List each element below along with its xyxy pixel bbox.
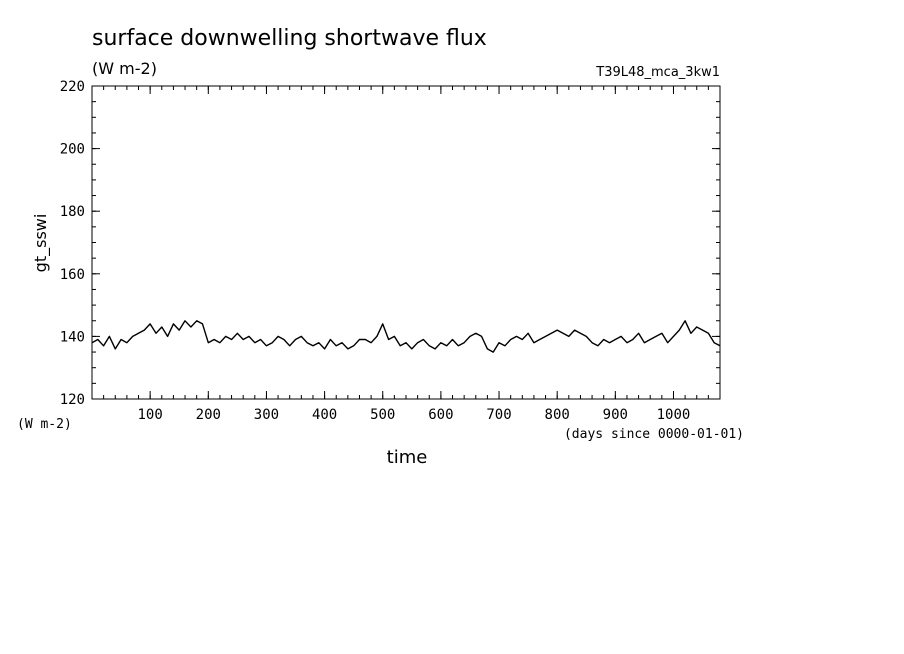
x-unit-label: (days since 0000-01-01) [564,427,744,442]
run-label: T39L48_mca_3kw1 [595,65,720,80]
x-axis-label: time [387,447,428,468]
y-tick-label: 200 [60,142,85,158]
x-tick-label: 1000 [657,407,691,423]
x-tick-label: 800 [545,407,570,423]
y-axis-label: gt_sswi [31,214,51,273]
tick-labels: 100 200 300 400 500 600 700 800 900 1000 120 140 160… [60,79,691,423]
y-tick-label: 180 [60,204,85,220]
x-tick-label: 200 [196,407,221,423]
series-line [91,320,721,353]
y-tick-label: 160 [60,267,85,283]
x-tick-label: 600 [428,407,453,423]
x-tick-label: 100 [137,407,162,423]
x-tick-label: 900 [603,407,628,423]
y-tick-label: 120 [60,392,85,408]
x-tick-label: 700 [486,407,511,423]
plot-frame [91,85,721,400]
x-tick-label: 400 [312,407,337,423]
axis-ticks [91,85,721,400]
y-tick-label: 220 [60,79,85,95]
y-tick-label: 140 [60,329,85,345]
x-tick-label: 300 [254,407,279,423]
x-tick-label: 500 [370,407,395,423]
y-unit-label: (W m-2) [17,417,72,432]
chart-subtitle: (W m-2) [92,59,157,78]
chart-title: surface downwelling shortwave flux [92,26,487,51]
